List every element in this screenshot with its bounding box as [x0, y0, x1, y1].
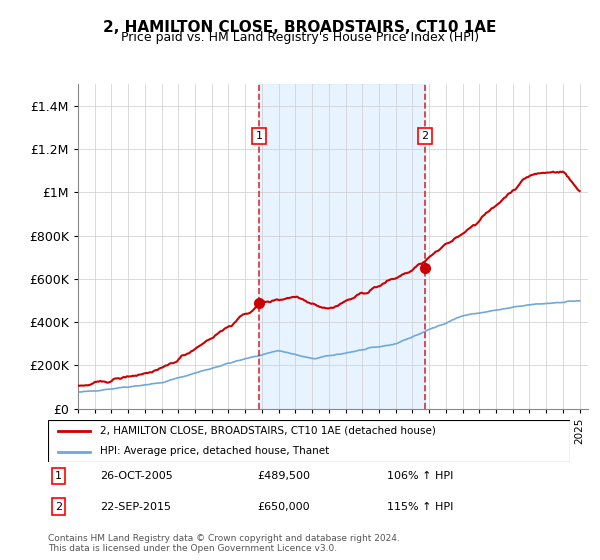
- Text: 2, HAMILTON CLOSE, BROADSTAIRS, CT10 1AE: 2, HAMILTON CLOSE, BROADSTAIRS, CT10 1AE: [103, 20, 497, 35]
- Text: 115% ↑ HPI: 115% ↑ HPI: [388, 502, 454, 512]
- FancyBboxPatch shape: [48, 420, 570, 462]
- Text: Price paid vs. HM Land Registry's House Price Index (HPI): Price paid vs. HM Land Registry's House …: [121, 31, 479, 44]
- Text: £489,500: £489,500: [257, 471, 310, 481]
- Text: 2: 2: [421, 131, 428, 141]
- Text: 2, HAMILTON CLOSE, BROADSTAIRS, CT10 1AE (detached house): 2, HAMILTON CLOSE, BROADSTAIRS, CT10 1AE…: [100, 426, 436, 436]
- Text: 1: 1: [256, 131, 262, 141]
- Text: £650,000: £650,000: [257, 502, 310, 512]
- Text: 26-OCT-2005: 26-OCT-2005: [100, 471, 173, 481]
- Text: 2: 2: [55, 502, 62, 512]
- Text: 22-SEP-2015: 22-SEP-2015: [100, 502, 171, 512]
- Text: 106% ↑ HPI: 106% ↑ HPI: [388, 471, 454, 481]
- Bar: [259, 84, 425, 409]
- Text: HPI: Average price, detached house, Thanet: HPI: Average price, detached house, Than…: [100, 446, 329, 456]
- Text: 1: 1: [55, 471, 62, 481]
- Text: Contains HM Land Registry data © Crown copyright and database right 2024.
This d: Contains HM Land Registry data © Crown c…: [48, 534, 400, 553]
